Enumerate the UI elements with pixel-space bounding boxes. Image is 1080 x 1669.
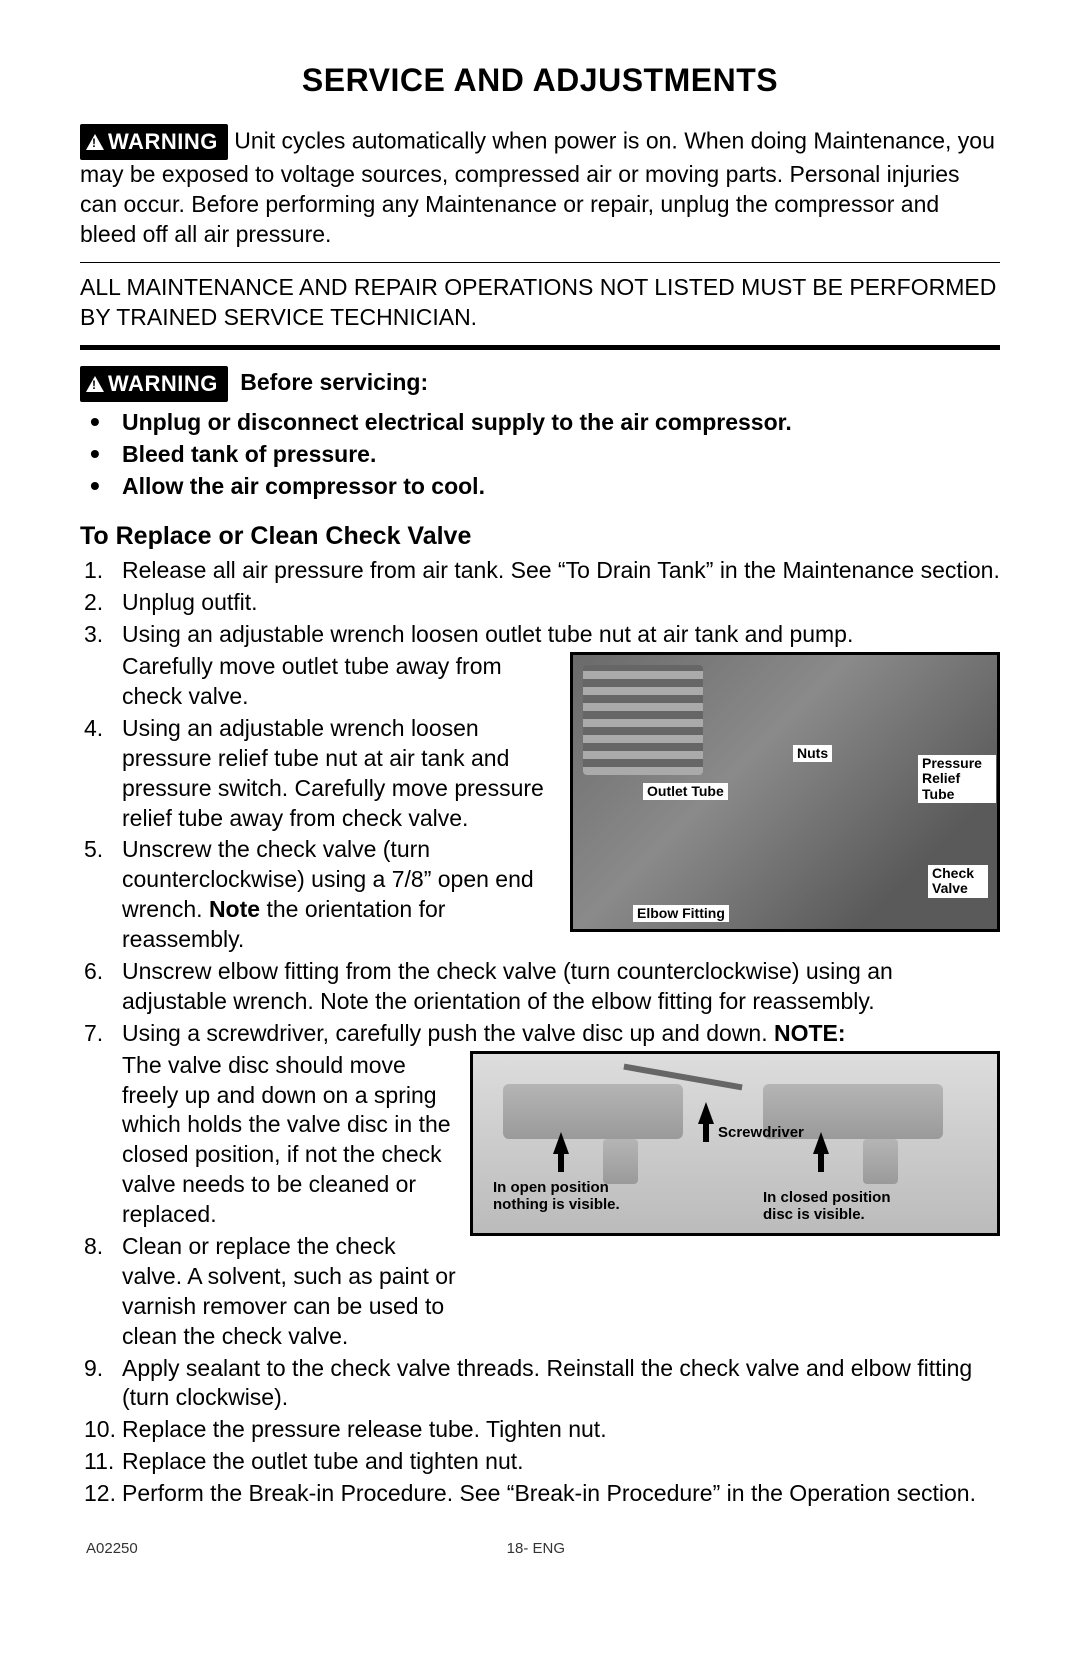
figure-valve-positions: Screwdriver In open position nothing is … [470,1051,1000,1236]
step-9: 9.Apply sealant to the check valve threa… [80,1354,1000,1414]
figure-check-valve-assembly: Nuts Outlet Tube Pressure Relief Tube Ch… [570,652,1000,932]
arrow-icon [698,1102,714,1124]
warning-paragraph-1: WARNING Unit cycles automatically when p… [80,124,1000,250]
bullet-item: Unplug or disconnect electrical supply t… [122,408,1000,438]
valve-closed-stem [863,1139,898,1184]
steps-with-figure-1: Carefully move outlet tube away from che… [80,652,1000,957]
fig1-label-pressure-relief-tube: Pressure Relief Tube [918,755,996,803]
step-6: 6.Unscrew elbow fitting from the check v… [80,957,1000,1017]
step-10: 10.Replace the pressure release tube. Ti… [80,1415,1000,1445]
divider-thin [80,262,1000,263]
step-3: 3.Using an adjustable wrench loosen outl… [80,620,1000,650]
arrow-icon [813,1132,829,1154]
fig2-label-closed-position: In closed position disc is visible. [763,1189,891,1224]
warning-label-text-2: WARNING [108,371,218,396]
step-4: 4.Using an adjustable wrench loosen pres… [80,714,556,834]
fig2-label-screwdriver: Screwdriver [718,1124,804,1141]
bullet-item: Allow the air compressor to cool. [122,472,1000,502]
before-servicing-list: Unplug or disconnect electrical supply t… [80,408,1000,502]
fig1-label-elbow-fitting: Elbow Fitting [633,905,729,922]
procedure-steps-final: 9.Apply sealant to the check valve threa… [80,1354,1000,1509]
valve-open-body [503,1084,683,1139]
procedure-steps: 1.Release all air pressure from air tank… [80,556,1000,650]
warning-badge-2: WARNING [80,366,228,403]
procedure-steps-cont: 6.Unscrew elbow fitting from the check v… [80,957,1000,1049]
step-2: 2.Unplug outfit. [80,588,1000,618]
warning-label-text: WARNING [108,129,218,154]
divider-thick [80,345,1000,350]
step-1: 1.Release all air pressure from air tank… [80,556,1000,586]
arrow-icon [553,1132,569,1154]
fig2-label-open-position: In open position nothing is visible. [493,1179,620,1214]
step-8: 8.Clean or replace the check valve. A so… [80,1232,456,1352]
footer-doc-id: A02250 [86,1539,138,1559]
procedure-heading: To Replace or Clean Check Valve [80,520,1000,553]
footer-page-num: 18- ENG [138,1539,934,1559]
step-5: 5.Unscrew the check valve (turn counterc… [80,835,556,955]
warning-triangle-icon [86,134,104,150]
step-7-cont: The valve disc should move freely up and… [80,1051,456,1230]
step-12: 12.Perform the Break-in Procedure. See “… [80,1479,1000,1509]
valve-open-stem [603,1139,638,1184]
page-footer: A02250 18- ENG [80,1539,1000,1559]
page-title: SERVICE AND ADJUSTMENTS [80,60,1000,102]
steps-with-figure-2: The valve disc should move freely up and… [80,1051,1000,1354]
step-7: 7.Using a screwdriver, carefully push th… [80,1019,1000,1049]
step-3-cont: Carefully move outlet tube away from che… [80,652,556,712]
warning-triangle-icon [86,376,104,392]
before-servicing-block: WARNING Before servicing: [80,366,1000,403]
step-11: 11.Replace the outlet tube and tighten n… [80,1447,1000,1477]
fig1-label-nuts: Nuts [793,745,832,762]
notice-paragraph: ALL MAINTENANCE AND REPAIR OPERATIONS NO… [80,273,1000,333]
fig1-label-outlet-tube: Outlet Tube [643,783,728,800]
fig1-label-check-valve: Check Valve [928,865,988,898]
before-servicing-label: Before servicing: [240,369,428,395]
bullet-item: Bleed tank of pressure. [122,440,1000,470]
warning-badge-1: WARNING [80,124,228,161]
